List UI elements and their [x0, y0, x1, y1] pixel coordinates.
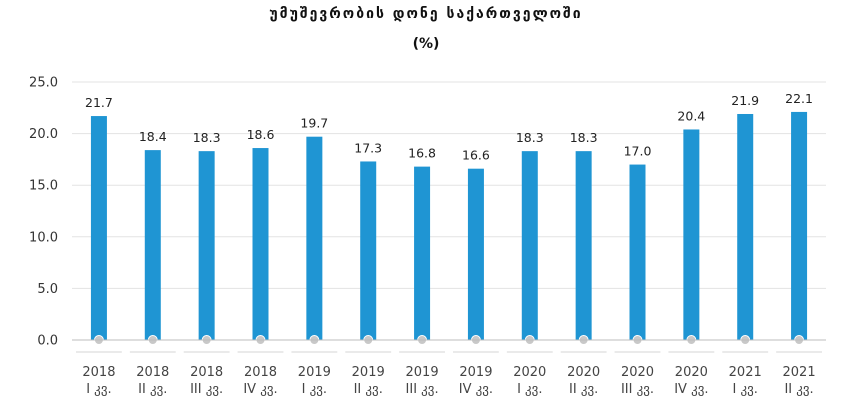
x-tick-quarter: I კვ.: [302, 382, 327, 397]
data-label: 19.7: [300, 116, 328, 131]
x-tick-year: 2021: [729, 365, 762, 380]
x-tick-year: 2018: [190, 365, 223, 380]
data-label: 16.6: [462, 148, 490, 163]
x-tick-year: 2020: [621, 365, 654, 380]
bar: [575, 151, 592, 340]
bar: [198, 151, 215, 340]
bar: [629, 164, 646, 340]
data-label: 18.6: [247, 127, 275, 142]
x-tick-year: 2021: [783, 365, 816, 380]
x-tick-year: 2018: [82, 365, 115, 380]
y-tick-label: 5.0: [37, 282, 58, 297]
data-label: 18.3: [193, 130, 221, 145]
x-tick-quarter: IV კვ.: [243, 382, 277, 397]
bar: [683, 129, 700, 340]
y-axis-ticks: 0.0 5.0 10.0 15.0 20.0 25.0: [29, 76, 58, 349]
x-tick-year: 2019: [352, 365, 385, 380]
x-tick-quarter: II კვ.: [784, 382, 813, 397]
data-label: 18.3: [516, 130, 544, 145]
y-tick-label: 25.0: [29, 76, 58, 91]
data-label: 17.0: [624, 144, 652, 159]
x-tick-quarter: II კვ.: [569, 382, 598, 397]
x-tick-year: 2018: [136, 365, 169, 380]
x-tick-quarter: IV კვ.: [459, 382, 493, 397]
data-label: 20.4: [677, 108, 705, 123]
chart-title: უმუშევრობის დონე საქართველოში: [269, 6, 583, 22]
x-tick-quarter: IV კვ.: [674, 382, 708, 397]
data-labels: 21.7 18.4 18.3 18.6 19.7 17.3 16.8 16.6 18.3 18.3…: [85, 91, 813, 163]
y-tick-label: 15.0: [29, 179, 58, 194]
bar: [467, 168, 484, 340]
x-tick-quarter: I კვ.: [86, 382, 111, 397]
y-tick-label: 10.0: [29, 230, 58, 245]
data-label: 21.7: [85, 95, 113, 110]
data-label: 16.8: [408, 146, 436, 161]
x-axis: 2018 I კვ. 2018 II კვ. 2018 III კვ. 2018 IV კვ.…: [72, 339, 826, 397]
data-label: 18.3: [570, 130, 598, 145]
x-tick-year: 2020: [513, 365, 546, 380]
bar: [90, 116, 107, 340]
bar: [737, 113, 754, 340]
x-tick-year: 2020: [675, 365, 708, 380]
bar: [144, 150, 161, 340]
bar: [252, 148, 269, 340]
x-tick-quarter: I კვ.: [733, 382, 758, 397]
x-tick-quarter: II კვ.: [354, 382, 383, 397]
data-label: 17.3: [354, 140, 382, 155]
x-tick-year: 2019: [298, 365, 331, 380]
bar: [360, 161, 377, 340]
y-tick-label: 20.0: [29, 127, 58, 142]
data-label: 21.9: [731, 93, 759, 108]
x-tick-year: 2019: [459, 365, 492, 380]
x-tick-quarter: I კვ.: [517, 382, 542, 397]
chart-subtitle: (%): [412, 36, 440, 52]
x-tick-year: 2018: [244, 365, 277, 380]
x-tick-year: 2020: [567, 365, 600, 380]
bars: [90, 111, 808, 345]
x-tick-quarter: III კვ.: [406, 382, 439, 397]
x-tick-quarter: II კვ.: [138, 382, 167, 397]
bar: [414, 166, 431, 340]
y-tick-label: 0.0: [37, 334, 58, 349]
x-tick-quarter: III კვ.: [621, 382, 654, 397]
bar: [306, 136, 323, 340]
gridlines: [72, 81, 826, 341]
data-label: 18.4: [139, 129, 167, 144]
x-tick-quarter: III კვ.: [190, 382, 223, 397]
bar: [791, 111, 808, 340]
data-label: 22.1: [785, 91, 813, 106]
bar: [521, 151, 538, 340]
x-tick-year: 2019: [406, 365, 439, 380]
